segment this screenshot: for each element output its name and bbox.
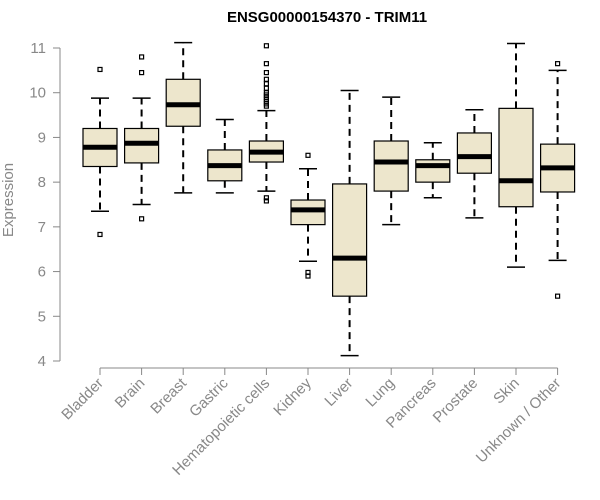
outlier-point (97, 66, 103, 73)
box-liver (332, 89, 368, 357)
x-tick-label: Skin (490, 375, 523, 408)
outlier-point (97, 231, 103, 238)
box-lung (373, 96, 409, 226)
outlier-point (263, 85, 269, 91)
y-tick-label: 11 (30, 40, 46, 57)
y-tick-label: 9 (38, 129, 46, 146)
x-tick-label: Bladder (58, 375, 107, 424)
box-iqr (498, 107, 534, 208)
box-brain (123, 54, 160, 222)
box-hematopoietic-cells (248, 43, 284, 204)
x-tick-label: Breast (147, 374, 190, 417)
outlier-point (263, 76, 269, 82)
box-iqr (373, 140, 409, 192)
outlier-point (263, 81, 269, 87)
y-tick-label: 6 (38, 264, 46, 281)
y-tick-label: 4 (38, 353, 46, 370)
outlier-point (305, 152, 311, 158)
y-tick-label: 5 (38, 308, 46, 325)
outlier-point (263, 198, 269, 204)
y-tick-label: 7 (38, 219, 46, 236)
x-tick-label: Brain (112, 375, 149, 412)
y-tick-label: 10 (29, 85, 46, 102)
box-bladder (82, 66, 118, 238)
x-tick-label: Liver (321, 375, 356, 410)
x-tick-label: Lung (362, 375, 398, 411)
outlier-point (263, 61, 269, 67)
outlier-point (263, 69, 269, 76)
outlier-point (139, 216, 145, 222)
box-breast (165, 41, 201, 194)
y-tick-label: 8 (38, 174, 46, 191)
box-pancreas (415, 142, 451, 199)
chart-title: ENSG00000154370 - TRIM11 (227, 9, 427, 26)
box-iqr (332, 183, 368, 297)
outlier-point (139, 54, 145, 60)
boxes (82, 41, 576, 357)
outlier-point (263, 195, 269, 201)
box-skin (498, 42, 534, 268)
x-tick-label: Prostate (430, 375, 482, 427)
outlier-point (263, 43, 269, 49)
outlier-point (554, 61, 561, 67)
y-axis: 4 5 6 7 8 9 10 11 (29, 40, 61, 370)
outlier-point (263, 103, 269, 109)
outlier-point (554, 293, 561, 299)
box-prostate (456, 108, 492, 219)
box-gastric (207, 118, 243, 194)
y-axis-label: Expression (0, 163, 17, 237)
outlier-point (305, 273, 311, 279)
box-kidney (290, 152, 326, 279)
box-unknown-other (539, 61, 576, 299)
outlier-point (139, 69, 145, 76)
box-iqr (456, 132, 492, 174)
x-tick-label: Kidney (270, 374, 315, 419)
